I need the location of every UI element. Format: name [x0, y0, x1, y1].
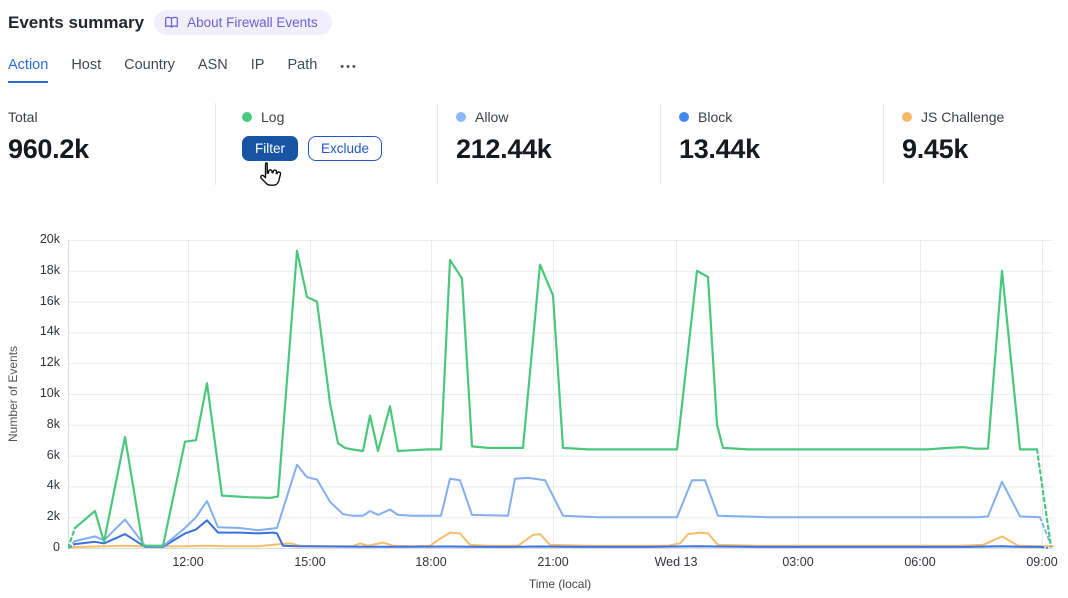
tab-bar: Action Host Country ASN IP Path •••: [8, 57, 358, 83]
tab-country[interactable]: Country: [124, 57, 175, 73]
x-axis-tick: 09:00: [1026, 555, 1058, 569]
series-line-allow: [1039, 516, 1051, 544]
x-axis-tick: 21:00: [537, 555, 569, 569]
stat-label-total: Total: [8, 109, 38, 125]
plot-area[interactable]: [68, 240, 1054, 549]
series-line-log: [73, 249, 1039, 547]
tab-action[interactable]: Action: [8, 57, 49, 83]
x-axis-tick: 15:00: [294, 555, 326, 569]
y-axis-tick: 14k: [39, 324, 60, 339]
open-book-icon: [164, 15, 179, 30]
series-line-block: [1039, 545, 1048, 549]
about-link-label: About Firewall Events: [187, 15, 318, 30]
series-line-block: [74, 519, 1041, 548]
y-axis-tick: 10k: [39, 386, 60, 400]
stat-value-js-challenge: 9.45k: [902, 134, 969, 164]
legend-dot-js-challenge: [902, 112, 912, 122]
y-axis-tick: 18k: [39, 262, 60, 277]
page-title: Events summary: [8, 12, 145, 32]
header: Events summary About Firewall Events: [8, 10, 332, 35]
y-axis-tick: 2k: [46, 509, 60, 524]
stat-label-log: Log: [261, 109, 285, 125]
stat-label-block: Block: [698, 109, 733, 125]
series-line-log: [1035, 448, 1053, 548]
tab-host[interactable]: Host: [71, 57, 102, 73]
filter-button[interactable]: Filter: [242, 136, 298, 161]
tabs-more-button[interactable]: •••: [340, 61, 358, 73]
stat-label-js-challenge: JS Challenge: [921, 109, 1005, 125]
tab-ip[interactable]: IP: [250, 57, 265, 73]
x-axis-tick: 18:00: [415, 555, 447, 569]
y-axis-tick: 0: [53, 540, 60, 554]
y-axis-tick: 6k: [46, 447, 60, 462]
x-axis-tick: Wed 13: [654, 555, 698, 569]
series-line-allow: [74, 463, 1041, 548]
about-firewall-events-link[interactable]: About Firewall Events: [154, 10, 332, 35]
series-line-js-challenge: [68, 531, 1054, 549]
stat-card-allow[interactable]: Allow 212.44k: [437, 103, 660, 185]
stat-card-js-challenge[interactable]: JS Challenge 9.45k: [883, 103, 1060, 185]
y-axis-tick: 20k: [39, 232, 60, 246]
legend-dot-log: [242, 112, 252, 122]
stat-card-block[interactable]: Block 13.44k: [660, 103, 883, 185]
y-axis-tick: 12k: [39, 355, 60, 370]
tab-path[interactable]: Path: [287, 57, 318, 73]
legend-dot-allow: [456, 112, 466, 122]
stat-value-allow: 212.44k: [456, 134, 552, 164]
legend-dot-block: [679, 112, 689, 122]
x-axis-title: Time (local): [528, 577, 592, 591]
stat-value-block: 13.44k: [679, 134, 760, 164]
stat-card-total: Total 960.2k: [8, 103, 215, 185]
y-axis-tick: 16k: [39, 293, 60, 308]
stat-label-allow: Allow: [475, 109, 509, 125]
y-axis-tick: 8k: [46, 416, 60, 431]
x-axis-tick: 03:00: [782, 555, 814, 569]
stat-value-total: 960.2k: [8, 134, 89, 164]
x-axis-tick: 12:00: [172, 555, 204, 569]
stat-card-log[interactable]: Log Filter Exclude: [215, 103, 437, 185]
x-axis-tick: 06:00: [904, 555, 936, 569]
series-line-log: [68, 526, 77, 549]
tab-asn[interactable]: ASN: [197, 57, 228, 73]
exclude-button[interactable]: Exclude: [308, 136, 383, 161]
y-axis-tick: 4k: [46, 478, 60, 493]
stats-row: Total 960.2k Log Filter Exclude Allow 21…: [8, 103, 1060, 185]
